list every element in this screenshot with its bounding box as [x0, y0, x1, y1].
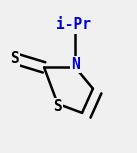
Text: S: S — [53, 99, 62, 114]
Text: i-Pr: i-Pr — [56, 17, 91, 32]
Text: S: S — [10, 51, 19, 66]
Text: N: N — [71, 57, 80, 72]
